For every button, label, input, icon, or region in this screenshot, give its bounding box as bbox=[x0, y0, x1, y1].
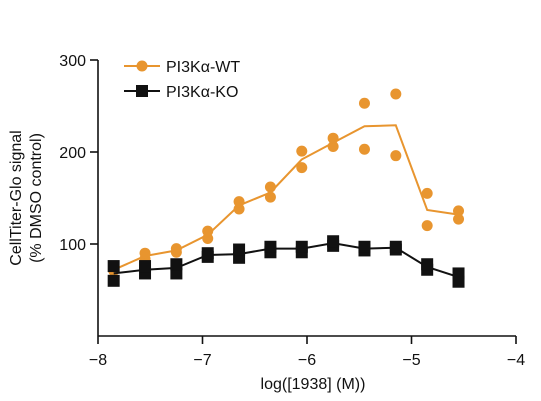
y-tick-label: 300 bbox=[59, 53, 86, 70]
legend-item-wt: PI3Kα-WT bbox=[124, 59, 240, 76]
y-axis-label: CellTiter-Glo signal (% DMSO control) bbox=[8, 130, 45, 265]
x-tick-label: −8 bbox=[89, 352, 107, 369]
data-point-wt bbox=[390, 150, 402, 162]
data-point-ko bbox=[107, 274, 120, 287]
data-point-ko bbox=[201, 247, 214, 260]
legend-ko-label: PI3Kα-KO bbox=[166, 84, 238, 101]
data-point-wt bbox=[170, 243, 182, 255]
data-point-ko bbox=[264, 240, 277, 253]
data-point-wt bbox=[264, 191, 276, 203]
data-point-wt bbox=[202, 225, 214, 237]
data-point-ko bbox=[327, 235, 340, 248]
data-point-ko bbox=[421, 258, 434, 271]
x-tick-label: −4 bbox=[507, 352, 525, 369]
data-point-wt bbox=[421, 220, 433, 232]
x-tick-label: −5 bbox=[402, 352, 420, 369]
data-point-wt bbox=[421, 187, 433, 199]
data-point-ko bbox=[295, 240, 308, 253]
data-point-wt bbox=[233, 196, 245, 208]
ticks: −8 −7 −6 −5 −4 100 200 300 bbox=[59, 53, 525, 369]
legend-item-ko: PI3Kα-KO bbox=[124, 84, 238, 101]
data-point-ko bbox=[170, 267, 183, 280]
data-point-wt bbox=[453, 205, 465, 217]
data-point-wt bbox=[296, 145, 308, 157]
data-point-ko bbox=[107, 260, 120, 273]
data-point-wt bbox=[139, 247, 151, 259]
data-point-ko bbox=[233, 243, 246, 256]
series-ko-fit-line bbox=[113, 242, 459, 279]
data-point-ko bbox=[170, 258, 183, 271]
legend: PI3Kα-WT PI3Kα-KO bbox=[124, 59, 240, 101]
data-point-ko bbox=[452, 267, 465, 280]
data-point-wt bbox=[453, 213, 465, 225]
data-point-wt bbox=[264, 181, 276, 193]
data-point-ko bbox=[358, 240, 371, 253]
data-point-ko bbox=[233, 251, 246, 264]
y-axis-label-line2: (% DMSO control) bbox=[28, 133, 45, 263]
data-point-wt bbox=[358, 143, 370, 155]
data-point-wt bbox=[327, 140, 339, 152]
legend-wt-marker bbox=[136, 60, 148, 72]
data-point-wt bbox=[390, 88, 402, 100]
x-tick-label: −7 bbox=[193, 352, 211, 369]
data-point-wt bbox=[358, 97, 370, 109]
x-axis-label: log([1938] (M)) bbox=[261, 376, 366, 393]
data-point-ko bbox=[389, 240, 402, 253]
data-point-wt bbox=[296, 162, 308, 174]
legend-ko-marker bbox=[136, 85, 148, 97]
axes bbox=[97, 60, 516, 337]
data-point-wt bbox=[327, 132, 339, 144]
y-tick-label: 100 bbox=[59, 237, 86, 254]
plot-area bbox=[107, 88, 465, 288]
y-tick-label: 200 bbox=[59, 145, 86, 162]
y-axis-label-line1: CellTiter-Glo signal bbox=[8, 130, 25, 265]
legend-wt-label: PI3Kα-WT bbox=[166, 59, 240, 76]
data-point-ko bbox=[139, 260, 152, 273]
x-tick-label: −6 bbox=[298, 352, 316, 369]
